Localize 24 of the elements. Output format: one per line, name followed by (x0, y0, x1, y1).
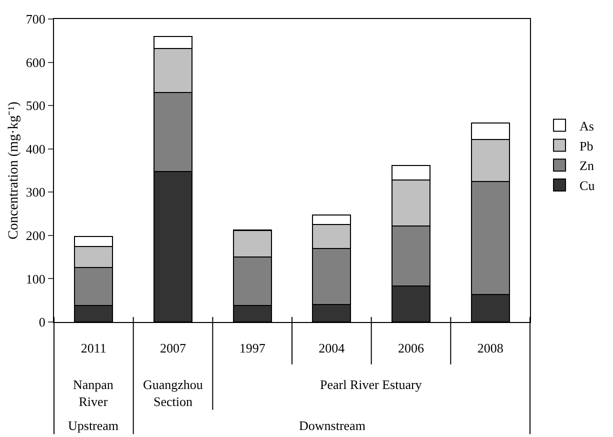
x-tick-label: 2006 (398, 340, 424, 356)
x-tick-label: 2004 (318, 340, 346, 356)
y-tick-label: 100 (26, 271, 46, 286)
text: Upstream (68, 418, 119, 433)
text: Downstream (299, 418, 366, 433)
text: Pearl River Estuary (320, 377, 422, 392)
legend-label: Cu (580, 178, 596, 194)
y-tick-label: 400 (26, 141, 46, 156)
legend-label: As (580, 118, 594, 134)
x-tick-label: 1997 (239, 340, 266, 356)
legend-label: Pb (580, 138, 594, 154)
x-tick-label: 2008 (477, 340, 504, 356)
y-axis-title: Concentration (mg·kg⁻¹) (6, 101, 22, 240)
y-tick-label: 300 (26, 184, 46, 200)
text: Nanpan River (73, 377, 114, 409)
y-tick-label: 700 (26, 12, 46, 27)
x-tick-label: 2011 (80, 340, 106, 356)
x-tick-label: 2007 (160, 340, 186, 356)
y-tick-label: 200 (26, 228, 46, 243)
text: Guangzhou Section (143, 377, 204, 409)
y-tick-label: 600 (26, 54, 46, 70)
legend-label: Zn (580, 158, 594, 174)
y-tick-label: 500 (26, 98, 46, 114)
y-tick-label: 0 (38, 314, 46, 330)
